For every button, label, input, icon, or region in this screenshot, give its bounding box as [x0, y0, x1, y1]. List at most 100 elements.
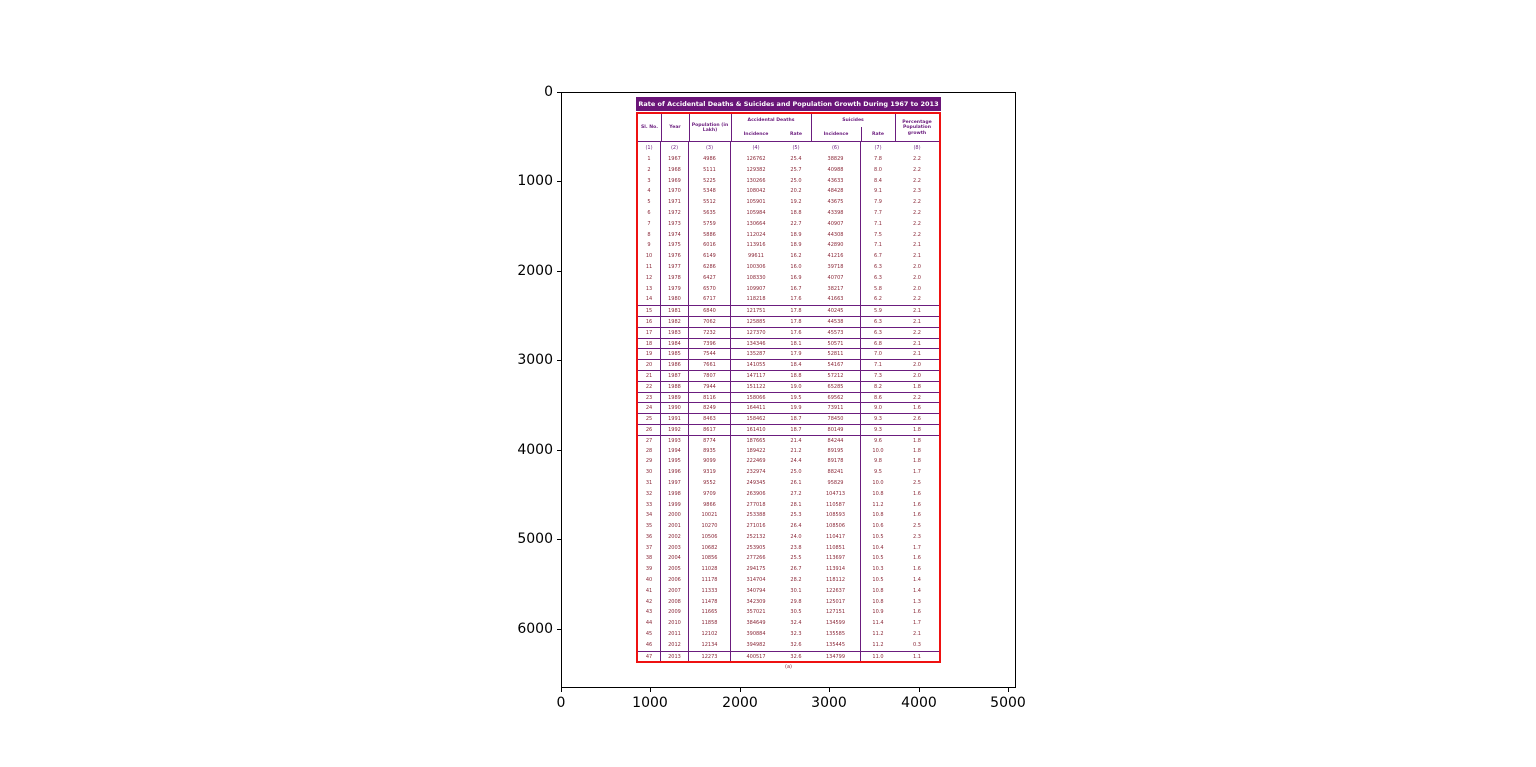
col-number: (1): [638, 142, 661, 154]
cell-year: 1973: [661, 218, 689, 230]
cell-sl-no: 39: [638, 564, 661, 576]
table-row: 15 1981 6840 121751 17.8 40245 5.9 2.1: [638, 305, 939, 316]
cell-acc-incidence: 118218: [746, 296, 766, 303]
table-title: Rate of Accidental Deaths & Suicides and…: [636, 97, 941, 111]
cell-sl-no: 35: [638, 521, 661, 532]
cell-acc-incidence: 271016: [746, 523, 766, 530]
cell-acc-rate: 32.6: [790, 641, 802, 648]
cell-population: 6016: [689, 240, 731, 252]
cell-acc-incidence: 164411: [746, 405, 766, 412]
cell-sui-incidence: 88241: [811, 467, 861, 478]
cell-acc-rate: 19.9: [790, 405, 802, 412]
x-tick-mark: [561, 688, 562, 692]
cell-year: 1974: [661, 229, 689, 241]
cell-growth: 2.2: [913, 231, 921, 238]
col-number: (5): [792, 145, 800, 151]
cell-acc-rate: 21.4: [790, 437, 802, 444]
cell-year: 1982: [661, 316, 689, 327]
cell-sui-incidence: 89178: [811, 456, 861, 468]
cell-year: 1986: [661, 360, 689, 370]
cell-population: 7661: [689, 360, 731, 370]
table-body: 1 1967 4986 126762 25.4 38829 7.8 2.2 2 …: [638, 154, 939, 662]
cell-sui-rate: 11.2: [872, 501, 884, 508]
cell-acc-rate: 18.8: [790, 209, 802, 216]
y-tick-mark: [557, 360, 561, 361]
cell-sui-incidence: 110851: [811, 542, 861, 554]
cell-year: 1980: [661, 294, 689, 306]
y-tick-label: 0: [544, 84, 553, 100]
y-tick-label: 3000: [517, 352, 553, 368]
cell-sui-rate: 10.5: [872, 577, 884, 584]
cell-acc-rate: 32.6: [790, 653, 802, 660]
cell-sui-incidence: 41663: [811, 294, 861, 306]
cell-sui-incidence: 134599: [811, 618, 861, 630]
cell-sl-no: 5: [638, 197, 661, 208]
cell-sui-incidence: 110417: [811, 531, 861, 543]
cell-growth: 2.1: [913, 253, 921, 260]
cell-year: 1983: [661, 327, 689, 338]
cell-acc-incidence: 147117: [746, 372, 766, 379]
cell-sl-no: 2: [638, 164, 661, 176]
header-acc-rate: Rate: [790, 131, 802, 137]
cell-acc-incidence: 109907: [746, 285, 766, 292]
cell-sl-no: 36: [638, 531, 661, 543]
cell-acc-incidence: 222469: [746, 458, 766, 465]
cell-acc-rate: 29.8: [790, 598, 802, 605]
cell-acc-incidence: 105901: [746, 199, 766, 206]
cell-acc-incidence: 189422: [746, 447, 766, 454]
cell-population: 7232: [689, 327, 731, 338]
y-tick-mark: [557, 92, 561, 93]
cell-year: 1990: [661, 403, 689, 414]
cell-population: 5759: [689, 218, 731, 230]
cell-year: 1998: [661, 488, 689, 500]
table-row: 7 1973 5759 130664 22.7 40907 7.1 2.2: [638, 218, 939, 230]
cell-sui-incidence: 125017: [811, 596, 861, 608]
cell-year: 1993: [661, 435, 689, 446]
cell-sui-incidence: 54167: [811, 360, 861, 370]
cell-sl-no: 33: [638, 499, 661, 511]
cell-sui-incidence: 40707: [811, 272, 861, 284]
cell-growth: 2.1: [913, 351, 921, 358]
cell-year: 1997: [661, 477, 689, 489]
cell-sui-rate: 10.8: [872, 490, 884, 497]
cell-sui-incidence: 40907: [811, 218, 861, 230]
table-row: 14 1980 6717 118218 17.6 41663 6.2 2.2: [638, 294, 939, 306]
cell-sui-rate: 7.1: [874, 362, 882, 369]
cell-sui-incidence: 113914: [811, 564, 861, 576]
cell-acc-incidence: 125885: [746, 318, 766, 325]
table-row: 16 1982 7062 125885 17.8 44538 6.3 2.1: [638, 315, 939, 327]
cell-sui-rate: 7.0: [874, 351, 882, 358]
cell-sl-no: 17: [638, 327, 661, 338]
cell-acc-rate: 18.1: [790, 340, 802, 347]
cell-population: 8935: [689, 445, 731, 457]
cell-acc-rate: 17.9: [790, 351, 802, 358]
cell-sl-no: 30: [638, 467, 661, 478]
header-accidental-deaths: Accidental Deaths: [747, 117, 795, 123]
cell-acc-incidence: 263906: [746, 490, 766, 497]
cell-population: 9319: [689, 467, 731, 478]
cell-year: 1981: [661, 306, 689, 316]
cell-growth: 1.4: [913, 577, 921, 584]
table-row: 13 1979 6570 109907 16.7 38217 5.8 2.0: [638, 283, 939, 295]
cell-sui-incidence: 65285: [811, 381, 861, 392]
cell-sui-incidence: 84244: [811, 435, 861, 446]
cell-sl-no: 32: [638, 488, 661, 500]
table-row: 4 1970 5348 108042 20.2 48428 9.1 2.3: [638, 186, 939, 198]
cell-population: 5635: [689, 207, 731, 219]
table-row: 38 2004 10856 277266 25.5 113697 10.5 1.…: [638, 553, 939, 565]
cell-population: 10856: [689, 553, 731, 565]
y-tick-mark: [557, 450, 561, 451]
x-tick-label: 0: [556, 695, 566, 711]
cell-year: 1987: [661, 370, 689, 381]
table-row: 28 1994 8935 189422 21.2 89195 10.0 1.8: [638, 445, 939, 457]
cell-year: 1992: [661, 424, 689, 435]
header-sl-no: Sl. No.: [641, 125, 658, 131]
cell-sui-rate: 11.2: [872, 631, 884, 638]
table-row: 6 1972 5635 105984 18.8 43398 7.7 2.2: [638, 207, 939, 219]
cell-growth: 1.6: [913, 501, 921, 508]
cell-growth: 2.2: [913, 166, 921, 173]
cell-sl-no: 11: [638, 261, 661, 273]
cell-year: 1984: [661, 338, 689, 349]
cell-sl-no: 24: [638, 403, 661, 414]
cell-year: 2012: [661, 639, 689, 651]
